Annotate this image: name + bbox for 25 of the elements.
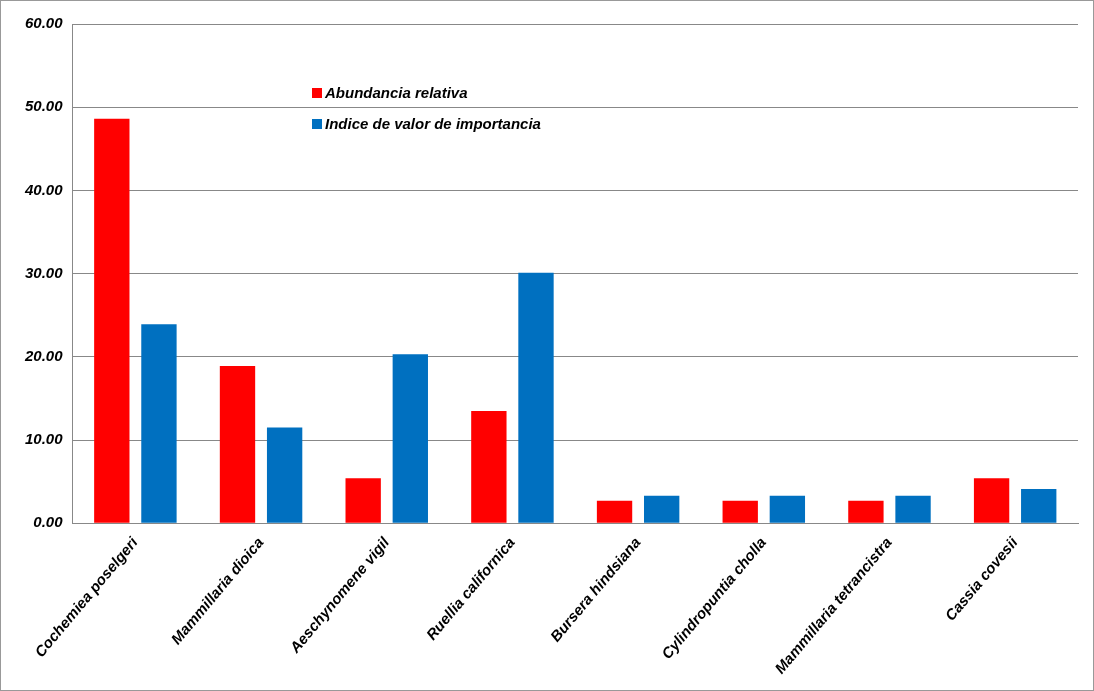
bar bbox=[1021, 489, 1057, 523]
y-tick-label: 60.00 bbox=[24, 14, 64, 32]
bar bbox=[94, 118, 130, 523]
legend-label: Indice de valor de importancia bbox=[325, 115, 541, 132]
y-tick-label: 0.00 bbox=[33, 513, 64, 531]
bar bbox=[596, 500, 633, 523]
y-tick-label: 20.00 bbox=[23, 346, 64, 364]
bar bbox=[392, 354, 428, 523]
y-tick-label: 40.00 bbox=[23, 180, 64, 198]
bar bbox=[722, 500, 758, 523]
bar bbox=[266, 427, 303, 523]
legend-label: Abundancia relativa bbox=[325, 84, 468, 101]
bar bbox=[345, 478, 381, 523]
bar bbox=[141, 324, 177, 523]
bar bbox=[769, 495, 806, 523]
bar bbox=[518, 272, 554, 523]
bar bbox=[973, 478, 1010, 523]
y-tick-label: 30.00 bbox=[24, 263, 64, 281]
y-tick-label: 10.00 bbox=[24, 430, 64, 448]
bar bbox=[471, 410, 507, 523]
bar bbox=[895, 495, 931, 523]
bar bbox=[219, 365, 256, 523]
y-tick-label: 50.00 bbox=[24, 97, 64, 115]
bar bbox=[644, 495, 680, 523]
bar bbox=[848, 500, 884, 523]
